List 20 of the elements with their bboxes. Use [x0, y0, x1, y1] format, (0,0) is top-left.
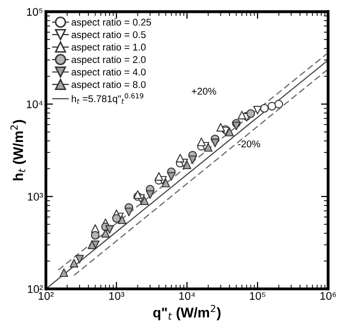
legend-label: aspect ratio = 0.25	[72, 18, 152, 28]
x-tick-label: 10⁶	[320, 292, 336, 300]
x-axis-title: q"$_{t}$ (W/m$^{2}$)	[153, 304, 221, 320]
y-tick-label: 10³	[28, 192, 43, 201]
y-tick-label: 10⁴	[26, 100, 43, 108]
y-tick-label: 10⁵	[27, 8, 42, 16]
x-tick-label: 10⁵	[250, 292, 266, 300]
y-tick-label: 10²	[28, 285, 43, 294]
annotation: -20%	[238, 140, 260, 148]
legend-label: aspect ratio = 0.5	[72, 30, 146, 40]
legend-label: aspect ratio = 4.0	[72, 68, 146, 78]
legend-label: aspect ratio = 8.0	[72, 80, 146, 90]
legend-label: aspect ratio = 2.0	[72, 56, 146, 65]
x-tick-label: 10²	[38, 292, 54, 300]
x-tick-label: 10³	[109, 292, 124, 300]
legend-label: aspect ratio = 1.0	[72, 43, 146, 52]
y-axis-title: h$_{t}$ (W/m$^{2}$)	[10, 120, 26, 180]
legend-label: h$_{t}$ =5.781q"$_{t}$$^{0.619}$	[72, 93, 144, 104]
annotation: +20%	[192, 88, 216, 95]
x-tick-label: 10⁴	[179, 292, 196, 300]
